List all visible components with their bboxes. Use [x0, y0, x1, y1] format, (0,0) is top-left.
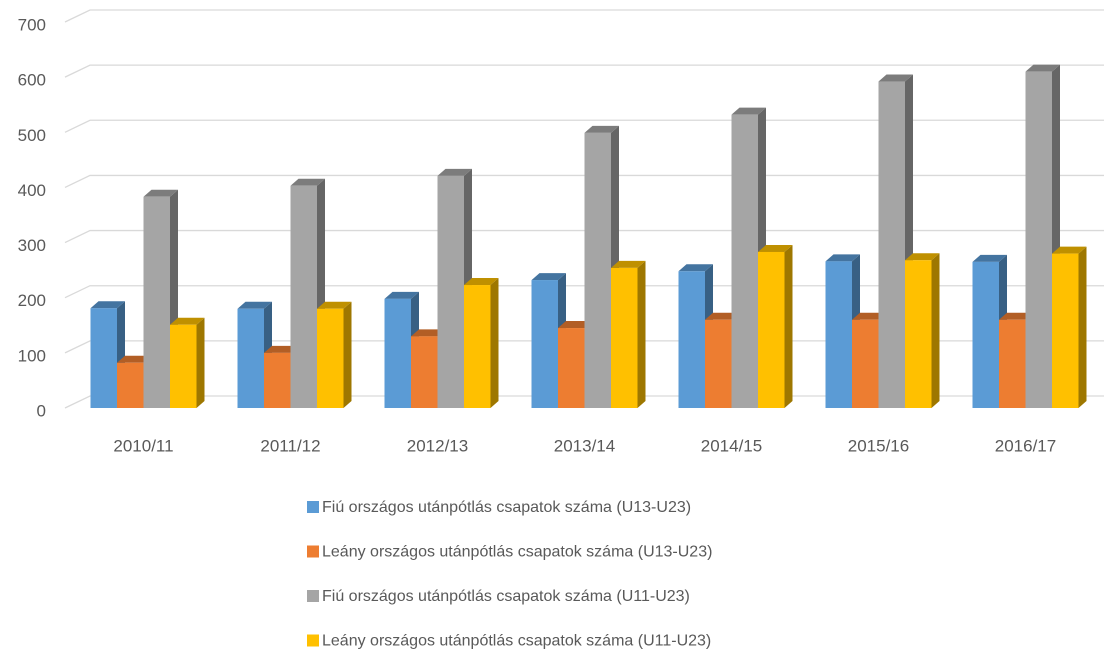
bar-side [784, 244, 793, 408]
bar [90, 308, 117, 408]
y-tick-label: 700 [18, 15, 46, 34]
bar-top [905, 253, 940, 261]
bar-top [531, 273, 566, 281]
bar [584, 132, 611, 408]
legend-label: Fiú országos utánpótlás csapatok száma (… [322, 499, 691, 516]
bar-top [852, 312, 887, 320]
bar [170, 324, 197, 408]
bar [264, 352, 291, 408]
bar [972, 261, 999, 408]
bar-top [170, 317, 205, 325]
bar [905, 260, 932, 408]
bar-top [1025, 64, 1060, 72]
bar-top [878, 74, 913, 82]
bar-side [196, 317, 205, 408]
y-tick-label: 100 [18, 346, 46, 365]
legend-swatch [307, 501, 319, 513]
bar-top [90, 301, 125, 309]
y-tick-label: 300 [18, 236, 46, 255]
bar-top [437, 168, 472, 176]
bar-top [558, 321, 593, 329]
bar [464, 285, 491, 408]
bar-top [731, 107, 766, 115]
x-tick-label: 2013/14 [554, 436, 615, 455]
bar [317, 308, 344, 408]
bar [852, 319, 879, 408]
bar-top [264, 345, 299, 353]
bar [237, 308, 264, 408]
grid-line [64, 64, 1104, 78]
bar [731, 114, 758, 408]
y-tick-label: 400 [18, 181, 46, 200]
bar [878, 81, 905, 408]
bar-top [143, 189, 178, 197]
bar [678, 271, 705, 408]
y-tick-label: 500 [18, 126, 46, 145]
y-tick-label: 200 [18, 291, 46, 310]
bar-top [464, 278, 499, 286]
bar [290, 185, 317, 408]
bar-top [317, 301, 352, 309]
bar-side [343, 301, 352, 408]
bar-top [237, 301, 272, 309]
legend-swatch [307, 634, 319, 647]
bar-top [758, 244, 793, 252]
bar [558, 328, 585, 408]
bar [437, 175, 464, 408]
bar-top [705, 312, 740, 320]
x-tick-label: 2015/16 [848, 436, 909, 455]
bar-side [931, 253, 940, 408]
y-tick-label: 0 [37, 401, 46, 420]
legend-label: Leány országos utánpótlás csapatok száma… [322, 633, 711, 650]
bar-top [611, 260, 646, 268]
legend-label: Fiú országos utánpótlás csapatok száma (… [322, 588, 690, 605]
bar [384, 298, 411, 408]
grid-line [64, 119, 1104, 133]
x-tick-label: 2016/17 [995, 436, 1056, 455]
bar-top [678, 264, 713, 272]
bar [411, 336, 438, 408]
bar-top [825, 254, 860, 262]
grid-line [64, 9, 1104, 23]
bar-top [290, 178, 325, 186]
x-tick-label: 2014/15 [701, 436, 762, 455]
bar-top [972, 254, 1007, 262]
y-tick-label: 600 [18, 71, 46, 90]
bar-top [384, 291, 419, 299]
x-tick-label: 2010/11 [113, 436, 173, 455]
bar [1025, 71, 1052, 408]
bar-top [584, 125, 619, 133]
bar-top [117, 355, 152, 363]
bar [611, 267, 638, 408]
bar [117, 362, 144, 408]
legend-swatch [307, 590, 319, 602]
bar [825, 261, 852, 408]
bar [705, 319, 732, 408]
bar [531, 280, 558, 408]
x-tick-label: 2012/13 [407, 436, 468, 455]
bar [1052, 253, 1079, 408]
legend-label: Leány országos utánpótlás csapatok száma… [322, 544, 712, 561]
bar [999, 319, 1026, 408]
x-tick-label: 2011/12 [260, 436, 320, 455]
bar-top [411, 329, 446, 337]
bar [143, 196, 170, 408]
bar-top [1052, 246, 1087, 254]
bar-side [1078, 246, 1087, 408]
bar-top [999, 312, 1034, 320]
bar-side [637, 260, 646, 408]
bar [758, 251, 785, 408]
legend-swatch [307, 545, 319, 558]
bar-side [490, 278, 499, 408]
